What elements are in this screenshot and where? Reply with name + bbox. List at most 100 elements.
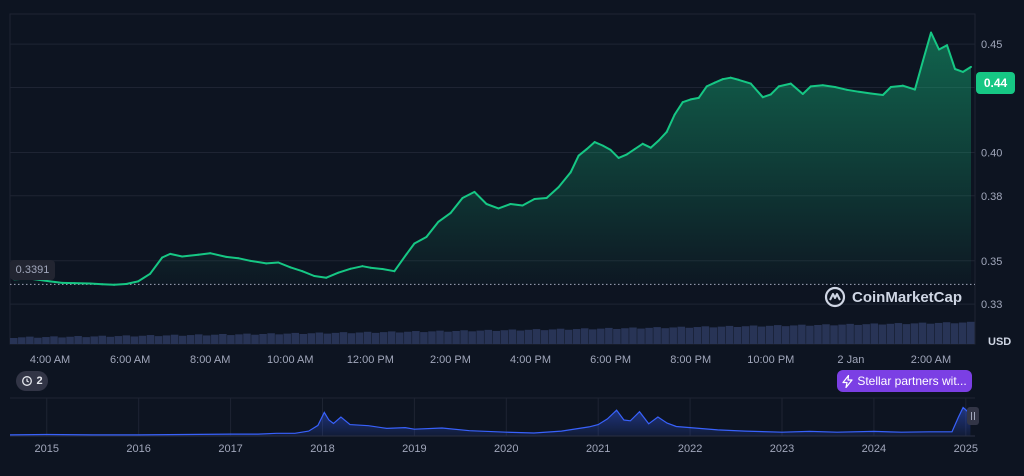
navigator-year-label: 2022 bbox=[678, 443, 702, 455]
price-segment bbox=[325, 271, 340, 279]
volume-bar bbox=[162, 335, 171, 344]
volume-bar bbox=[653, 327, 661, 344]
volume-bar bbox=[267, 333, 275, 344]
price-segment bbox=[337, 267, 352, 274]
volume-bar bbox=[532, 329, 541, 344]
price-segment bbox=[697, 85, 708, 99]
price-segment bbox=[113, 283, 128, 286]
x-tick-label: 6:00 AM bbox=[110, 354, 150, 366]
price-segment bbox=[557, 171, 572, 189]
volume-bar bbox=[838, 324, 846, 344]
price-line bbox=[13, 31, 972, 286]
volume-bar bbox=[436, 330, 444, 344]
volume-bar bbox=[942, 322, 951, 344]
volume-bar bbox=[211, 334, 219, 344]
x-tick-label: 2:00 PM bbox=[430, 354, 471, 366]
price-segment bbox=[521, 198, 536, 207]
range-handle-right[interactable] bbox=[967, 407, 979, 425]
volume-bar bbox=[114, 336, 123, 344]
price-segment bbox=[149, 256, 164, 275]
volume-bar bbox=[725, 325, 734, 344]
volume-bar bbox=[894, 323, 903, 344]
price-segment bbox=[361, 265, 372, 269]
volume-bar bbox=[186, 335, 195, 344]
volume-bar bbox=[154, 336, 163, 344]
price-segment bbox=[125, 280, 140, 285]
price-segment bbox=[289, 266, 304, 273]
volume-bar bbox=[757, 326, 766, 344]
volume-bar bbox=[307, 333, 316, 344]
volume-bar bbox=[363, 331, 372, 344]
lightning-icon bbox=[842, 374, 853, 388]
volume-bar bbox=[18, 337, 26, 344]
volume-bar bbox=[476, 330, 484, 344]
y-tick-label: 0.33 bbox=[981, 299, 1002, 311]
price-segment bbox=[809, 84, 824, 88]
volume-bar bbox=[428, 331, 436, 344]
volume-bar bbox=[966, 321, 975, 344]
price-segment bbox=[381, 268, 396, 273]
volume-bar bbox=[572, 329, 581, 344]
volume-bar bbox=[315, 332, 324, 344]
x-tick-label: 2 Jan bbox=[837, 354, 864, 366]
volume-bar bbox=[830, 325, 838, 344]
volume-bar bbox=[10, 338, 18, 344]
volume-bar bbox=[235, 334, 243, 344]
volume-bar bbox=[404, 331, 412, 344]
open-price-value: 0.3391 bbox=[15, 264, 50, 276]
volume-bar bbox=[806, 325, 814, 344]
price-segment bbox=[161, 252, 172, 259]
history-button[interactable]: 2 bbox=[16, 371, 48, 391]
event-label: Stellar partners wit... bbox=[857, 374, 967, 388]
volume-bar bbox=[219, 333, 227, 344]
volume-bar bbox=[484, 329, 492, 344]
volume-bar bbox=[629, 327, 637, 344]
price-segment bbox=[921, 31, 932, 62]
volume-bar bbox=[331, 332, 340, 344]
volume-bar bbox=[613, 328, 621, 344]
history-icon bbox=[22, 376, 33, 386]
open-price-badge: 0.3391 bbox=[10, 260, 55, 280]
volume-bar bbox=[347, 333, 356, 344]
price-segment bbox=[569, 154, 580, 174]
price-segment bbox=[857, 90, 872, 95]
volume-bar bbox=[709, 327, 718, 344]
navigator-year-label: 2020 bbox=[494, 443, 518, 455]
volume-bar bbox=[387, 331, 396, 344]
price-segment bbox=[801, 85, 812, 95]
volume-bar bbox=[500, 330, 509, 344]
price-segment bbox=[881, 86, 892, 96]
volume-bar bbox=[902, 324, 911, 344]
price-segment bbox=[425, 220, 440, 238]
volume-bar bbox=[556, 328, 565, 344]
navigator-year-label: 2025 bbox=[954, 443, 978, 455]
volume-bar bbox=[605, 327, 613, 344]
volume-bar bbox=[950, 323, 959, 344]
price-segment bbox=[533, 197, 548, 200]
volume-bar bbox=[548, 329, 557, 344]
volume-bar bbox=[814, 325, 822, 344]
volume-bar bbox=[138, 335, 147, 344]
volume-bar bbox=[90, 336, 98, 344]
range-navigator[interactable]: 2015 2016 2017 2018 2019 2020 2021 2022 2023 2024… bbox=[9, 397, 978, 455]
volume-bar bbox=[580, 328, 589, 344]
navigator-year-label: 2024 bbox=[862, 443, 886, 455]
price-segment bbox=[601, 144, 612, 151]
volume-bar bbox=[918, 322, 927, 344]
price-segment bbox=[641, 142, 652, 149]
volume-bar bbox=[597, 328, 605, 344]
volume-bar bbox=[283, 333, 291, 344]
x-axis: 4:00 AM 6:00 AM 8:00 AM 10:00 AM 12:00 PM 2:0… bbox=[30, 354, 951, 366]
volume-bar bbox=[299, 333, 308, 344]
x-tick-label: 4:00 PM bbox=[510, 354, 551, 366]
price-segment bbox=[369, 266, 384, 270]
price-segment bbox=[930, 31, 940, 51]
price-segment bbox=[721, 76, 732, 81]
coinmarketcap-logo-icon bbox=[824, 286, 846, 308]
volume-bar bbox=[773, 325, 782, 344]
price-segment bbox=[89, 282, 104, 286]
price-segment bbox=[938, 44, 948, 51]
event-marker-pill[interactable]: Stellar partners wit... bbox=[837, 370, 972, 392]
volume-bar bbox=[243, 333, 251, 344]
